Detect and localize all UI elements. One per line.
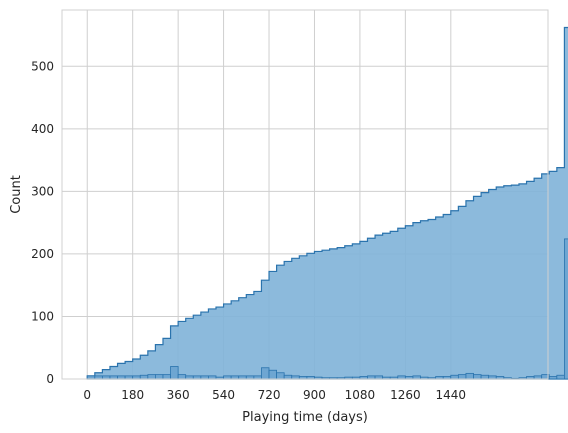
histogram-bar: [473, 374, 482, 380]
x-tick-label: 1440: [436, 388, 467, 402]
y-tick-label: 300: [31, 184, 54, 198]
histogram-bar: [450, 374, 459, 380]
cumulative-step-area: [86, 26, 568, 380]
histogram-bar: [548, 376, 558, 380]
histogram-bar: [276, 372, 285, 380]
histogram-bar: [155, 374, 164, 380]
histogram-bar: [261, 367, 270, 380]
histogram-bar: [170, 366, 179, 380]
x-tick-label: 900: [303, 388, 326, 402]
y-tick-label: 500: [31, 59, 54, 73]
y-tick-label: 400: [31, 122, 54, 136]
x-tick-label: 720: [258, 388, 281, 402]
x-tick-label: 360: [167, 388, 190, 402]
y-tick-label: 0: [46, 372, 54, 386]
x-tick-label: 180: [121, 388, 144, 402]
histogram-bar: [177, 374, 187, 380]
x-axis-ticks: 0 180 360 540 720 900 1080 1260 1440: [83, 388, 466, 402]
x-tick-label: 540: [212, 388, 235, 402]
x-axis-label: Playing time (days): [242, 410, 368, 425]
histogram-bar: [147, 374, 156, 380]
histogram-bar: [268, 369, 277, 380]
x-tick-label: 0: [83, 388, 91, 402]
cumulative-series: [86, 26, 568, 380]
plot-frame: [61, 9, 549, 380]
histogram-bar: [283, 374, 293, 380]
y-axis-ticks: 0 100 200 300 400 500: [31, 59, 54, 386]
histogram-series: [86, 238, 568, 380]
histogram-bar: [564, 238, 568, 380]
histogram-bar: [139, 374, 149, 380]
x-tick-label: 1260: [390, 388, 421, 402]
histogram-bar: [162, 374, 171, 380]
histogram-bar: [465, 372, 474, 380]
histogram-bar: [457, 374, 467, 380]
grid: [62, 10, 548, 380]
histogram-bar: [480, 374, 490, 380]
histogram-bar: [556, 374, 565, 380]
y-axis-label: Count: [9, 175, 24, 214]
y-tick-label: 200: [31, 247, 54, 261]
x-tick-label: 1080: [345, 388, 376, 402]
y-tick-label: 100: [31, 309, 54, 323]
